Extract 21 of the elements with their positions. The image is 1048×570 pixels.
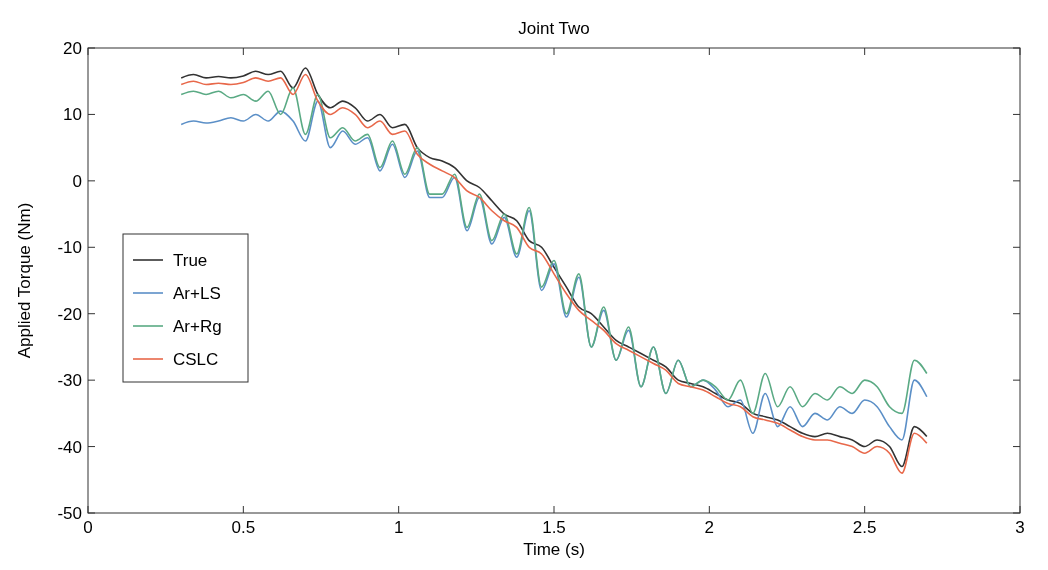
y-axis-title: Applied Torque (Nm) bbox=[15, 202, 34, 359]
chart-title: Joint Two bbox=[518, 19, 590, 38]
x-axis-title: Time (s) bbox=[523, 540, 585, 559]
y-tick-label: 0 bbox=[72, 171, 82, 191]
y-tick-label: -10 bbox=[57, 238, 82, 258]
x-tick-label: 1.5 bbox=[542, 518, 566, 537]
legend-label: CSLC bbox=[173, 350, 219, 369]
y-tick-label: -30 bbox=[57, 371, 82, 391]
y-tick-label: 20 bbox=[63, 39, 82, 58]
y-tick-label: -20 bbox=[57, 304, 82, 324]
x-tick-label: 0.5 bbox=[231, 518, 256, 537]
legend-label: Ar+Rg bbox=[173, 317, 222, 336]
y-tick-label: -50 bbox=[57, 504, 82, 523]
y-tick-label: -40 bbox=[57, 437, 82, 457]
x-tick-label: 2 bbox=[704, 518, 715, 537]
x-tick-label: 2.5 bbox=[852, 518, 877, 537]
legend-label: Ar+LS bbox=[173, 284, 221, 303]
legend-label: True bbox=[173, 251, 208, 270]
y-tick-label: 10 bbox=[63, 105, 82, 125]
x-tick-label: 1 bbox=[393, 518, 404, 537]
x-tick-label: 3 bbox=[1015, 518, 1025, 537]
